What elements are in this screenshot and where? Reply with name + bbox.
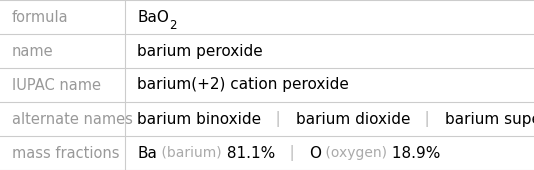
Text: barium dioxide: barium dioxide xyxy=(296,112,410,126)
Text: |: | xyxy=(261,111,296,127)
Text: (barium): (barium) xyxy=(157,146,222,160)
Text: 2: 2 xyxy=(169,19,177,32)
Text: barium binoxide: barium binoxide xyxy=(137,112,261,126)
Text: alternate names: alternate names xyxy=(12,112,132,126)
Text: Ba: Ba xyxy=(137,146,157,160)
Text: |: | xyxy=(275,145,309,161)
Text: mass fractions: mass fractions xyxy=(12,146,119,160)
Text: barium superoxide: barium superoxide xyxy=(445,112,534,126)
Text: 81.1%: 81.1% xyxy=(222,146,275,160)
Text: O: O xyxy=(309,146,321,160)
Text: name: name xyxy=(12,44,53,58)
Text: 18.9%: 18.9% xyxy=(387,146,441,160)
Text: (oxygen): (oxygen) xyxy=(321,146,387,160)
Text: IUPAC name: IUPAC name xyxy=(12,78,101,92)
Text: barium peroxide: barium peroxide xyxy=(137,44,263,58)
Text: barium(+2) cation peroxide: barium(+2) cation peroxide xyxy=(137,78,349,92)
Text: formula: formula xyxy=(12,10,68,24)
Text: BaO: BaO xyxy=(137,10,169,24)
Text: |: | xyxy=(410,111,445,127)
